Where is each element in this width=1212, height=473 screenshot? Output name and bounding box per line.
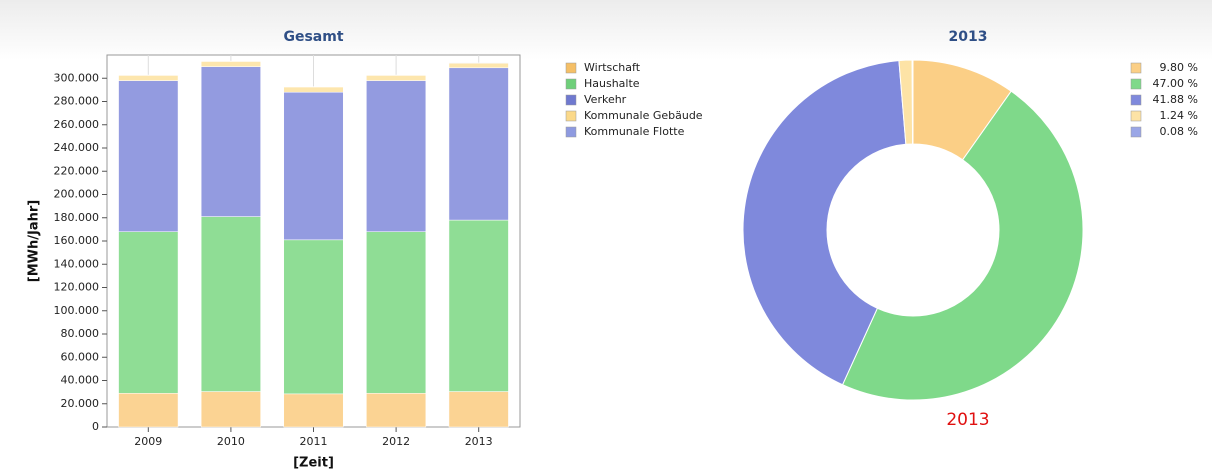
bar-segment <box>366 231 427 394</box>
y-tick-label: 220.000 <box>54 164 100 177</box>
legend-label: 41.88 % <box>1153 93 1198 106</box>
legend-label: Kommunale Gebäude <box>584 109 703 122</box>
y-tick-label: 180.000 <box>54 211 100 224</box>
bar-segment <box>118 231 179 394</box>
bar-segment <box>283 393 344 428</box>
y-tick-label: 20.000 <box>61 397 100 410</box>
y-tick-label: 200.000 <box>54 188 100 201</box>
bar-segment <box>283 86 344 93</box>
y-tick-label: 0 <box>92 420 99 433</box>
x-tick-label: 2009 <box>134 435 162 448</box>
y-tick-label: 100.000 <box>54 304 100 317</box>
y-tick-label: 120.000 <box>54 281 100 294</box>
bar-segment <box>200 61 261 67</box>
legend-label: 0.08 % <box>1160 125 1198 138</box>
x-tick-label: 2012 <box>382 435 410 448</box>
y-tick-label: 280.000 <box>54 95 100 108</box>
pie-slice <box>911 59 914 145</box>
bar-segment <box>448 391 509 428</box>
bar-segment <box>448 62 509 69</box>
pie-subtitle: 2013 <box>946 410 989 430</box>
legend-label: Haushalte <box>584 77 640 90</box>
y-tick-label: 140.000 <box>54 257 100 270</box>
chart-title: 2013 <box>949 29 988 45</box>
legend-swatch <box>565 62 577 74</box>
bar-segment <box>283 91 344 241</box>
y-tick-label: 260.000 <box>54 118 100 131</box>
chart-title: Gesamt <box>283 29 343 45</box>
bar-segment <box>200 391 261 428</box>
bar-segment <box>283 239 344 395</box>
bar-segment <box>118 75 179 81</box>
legend-swatch <box>565 110 577 122</box>
bar-segment <box>448 219 509 392</box>
x-tick-label: 2010 <box>217 435 245 448</box>
x-tick-label: 2011 <box>300 435 328 448</box>
y-tick-label: 300.000 <box>54 71 100 84</box>
legend-label: Kommunale Flotte <box>584 125 685 138</box>
bar-segment <box>118 393 179 428</box>
bar-segment <box>200 216 261 392</box>
legend-label: 9.80 % <box>1160 61 1198 74</box>
legend-swatch <box>565 126 577 138</box>
y-tick-label: 80.000 <box>61 327 100 340</box>
legend-swatch <box>1130 94 1142 106</box>
legend-swatch <box>1130 110 1142 122</box>
legend-label: Wirtschaft <box>584 61 641 74</box>
y-tick-label: 160.000 <box>54 234 100 247</box>
bar-segment <box>200 66 261 217</box>
legend-swatch <box>1130 126 1142 138</box>
background <box>0 0 1212 60</box>
legend-swatch <box>1130 78 1142 90</box>
x-tick-label: 2013 <box>465 435 493 448</box>
pie-slice <box>841 90 1084 401</box>
y-tick-label: 60.000 <box>61 350 100 363</box>
bar-segment <box>366 80 427 232</box>
legend-swatch <box>1130 62 1142 74</box>
bar-segment <box>366 75 427 81</box>
legend-swatch <box>565 78 577 90</box>
bar-segment <box>366 393 427 428</box>
legend-label: 1.24 % <box>1160 109 1198 122</box>
x-axis-label: [Zeit] <box>293 456 334 471</box>
y-axis-label: [MWh/Jahr] <box>27 200 42 282</box>
legend-label: 47.00 % <box>1153 77 1198 90</box>
y-tick-label: 240.000 <box>54 141 100 154</box>
bar-segment <box>448 67 509 221</box>
legend-label: Verkehr <box>584 93 627 106</box>
pie-slice <box>742 60 907 386</box>
y-tick-label: 40.000 <box>61 374 100 387</box>
bar-segment <box>118 80 179 232</box>
legend-swatch <box>565 94 577 106</box>
